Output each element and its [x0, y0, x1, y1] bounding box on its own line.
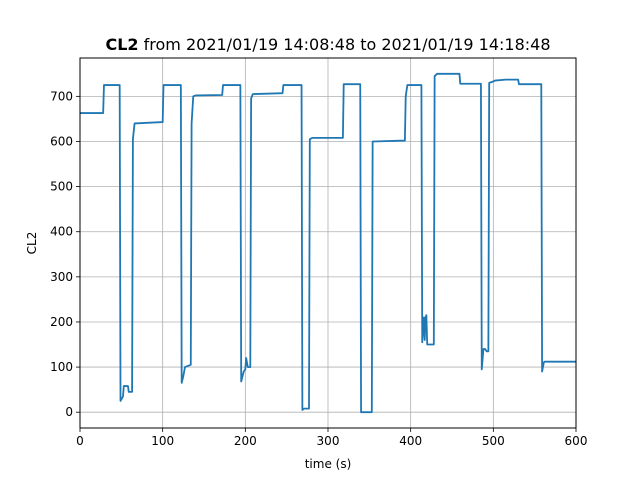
y-tick-label: 0	[65, 405, 73, 419]
y-tick-label: 700	[50, 89, 73, 103]
grid-lines	[79, 58, 577, 428]
y-tick-label: 500	[50, 180, 73, 194]
x-tick-label: 500	[482, 434, 505, 448]
y-tick-label: 600	[50, 134, 73, 148]
y-tick-label: 400	[50, 225, 73, 239]
x-axis: 0 100 200 300 400 500 600	[76, 428, 587, 448]
plot-lines	[80, 72, 576, 414]
x-tick-label: 0	[76, 434, 84, 448]
chart-title-rest: from 2021/01/19 14:08:48 to 2021/01/19 1…	[139, 35, 551, 54]
x-tick-label: 400	[399, 434, 422, 448]
x-tick-label: 600	[565, 434, 588, 448]
x-tick-label: 300	[317, 434, 340, 448]
y-tick-label: 300	[50, 270, 73, 284]
chart-title: CL2 from 2021/01/19 14:08:48 to 2021/01/…	[105, 35, 550, 54]
x-axis-label: time (s)	[305, 457, 352, 471]
chart-title-bold: CL2	[105, 35, 138, 54]
x-tick-label: 100	[151, 434, 174, 448]
y-axis: 0 100 200 300 400 500 600 700	[50, 89, 80, 419]
x-tick-label: 200	[234, 434, 257, 448]
y-tick-label: 200	[50, 315, 73, 329]
cl2-series-line	[80, 72, 576, 414]
y-axis-label: CL2	[25, 232, 39, 255]
y-tick-label: 100	[50, 360, 73, 374]
